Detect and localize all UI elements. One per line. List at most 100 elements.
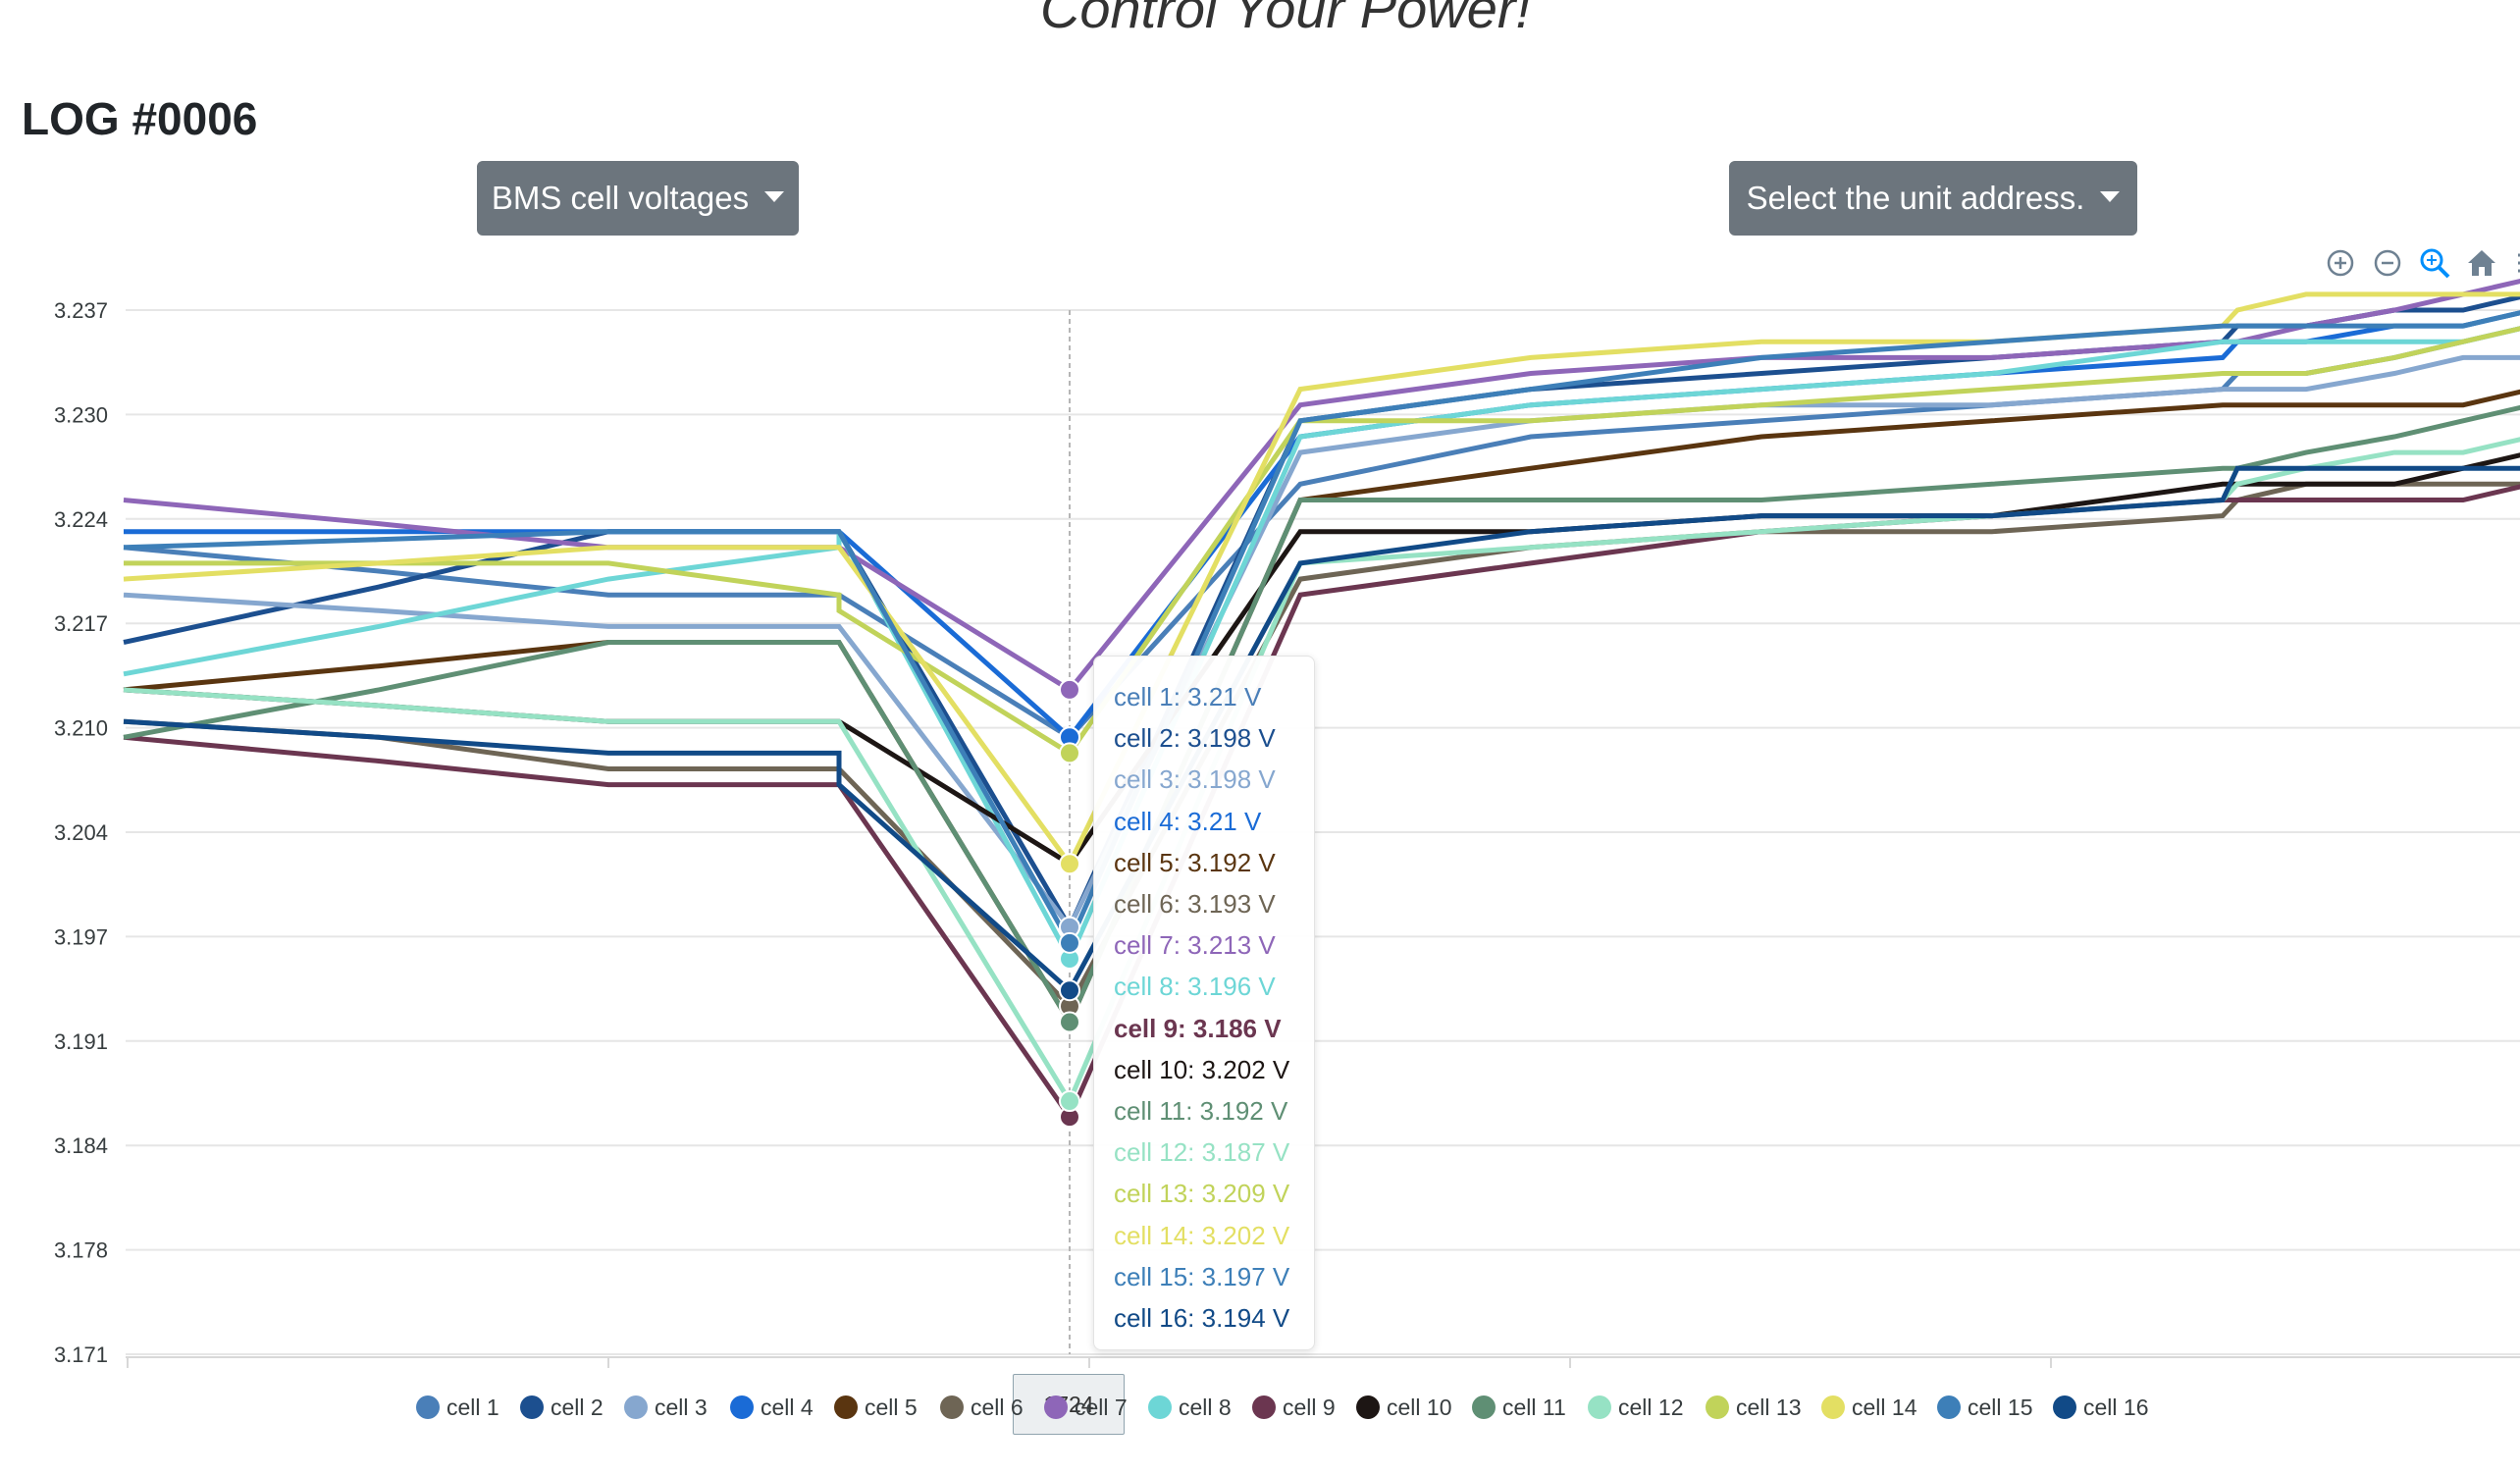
page-title: LOG #0006 — [22, 93, 258, 144]
chart-legend: cell 1 cell 2 cell 3 cell 4 cell 5 cell 6 cell… — [0, 1386, 2520, 1429]
legend-item-cell-13[interactable]: cell 13 — [1706, 1386, 1801, 1429]
chart-type-dropdown-button[interactable]: BMS cell voltages — [477, 161, 799, 236]
legend-item-cell-5[interactable]: cell 5 — [834, 1386, 918, 1429]
tooltip-line-cell-2: cell 2: 3.198 V — [1114, 723, 1276, 754]
unit-address-dropdown-button[interactable]: Select the unit address. — [1729, 161, 2137, 236]
tooltip-line-cell-12: cell 12: 3.187 V — [1114, 1137, 1290, 1168]
legend-item-cell-1[interactable]: cell 1 — [416, 1386, 499, 1429]
zoom-in-icon[interactable] — [2324, 246, 2357, 280]
series-line-cell-10 — [123, 452, 2520, 868]
chevron-down-icon — [2100, 190, 2121, 202]
legend-label: cell 12 — [1618, 1394, 1684, 1420]
tooltip-line-cell-7: cell 7: 3.213 V — [1114, 930, 1276, 961]
legend-marker-icon — [1252, 1395, 1276, 1419]
legend-marker-icon — [1821, 1395, 1845, 1419]
series-line-cell-16 — [123, 465, 2520, 995]
tooltip-line-cell-4: cell 4: 3.21 V — [1114, 806, 1262, 836]
legend-label: cell 1 — [446, 1394, 499, 1420]
magnifier-icon[interactable] — [2418, 246, 2451, 280]
legend-item-cell-7[interactable]: cell 7 — [1044, 1386, 1128, 1429]
legend-marker-icon — [2053, 1395, 2076, 1419]
hover-marker-cell-14 — [1059, 853, 1080, 875]
legend-label: cell 11 — [1502, 1394, 1566, 1420]
legend-marker-icon — [1937, 1395, 1961, 1419]
tooltip-line-cell-14: cell 14: 3.202 V — [1114, 1220, 1290, 1250]
series-line-cell-9 — [123, 484, 2520, 1123]
tooltip-line-cell-9: cell 9: 3.186 V — [1114, 1013, 1282, 1043]
legend-item-cell-8[interactable]: cell 8 — [1148, 1386, 1232, 1429]
legend-item-cell-2[interactable]: cell 2 — [520, 1386, 604, 1429]
series-line-cell-13 — [124, 326, 2520, 757]
legend-marker-icon — [1356, 1395, 1380, 1419]
hover-marker-cell-12 — [1059, 1090, 1080, 1113]
y-tick-label: 3.184 — [54, 1133, 108, 1158]
hover-marker-cell-13 — [1059, 742, 1080, 764]
series-line-cell-7 — [123, 278, 2520, 694]
home-icon[interactable] — [2465, 246, 2498, 280]
series-line-cell-15 — [123, 310, 2520, 949]
tooltip-line-cell-16: cell 16: 3.194 V — [1114, 1303, 1290, 1334]
legend-item-cell-3[interactable]: cell 3 — [624, 1386, 708, 1429]
series-line-cell-12 — [123, 437, 2520, 1107]
y-tick-label: 3.178 — [54, 1238, 108, 1263]
unit-address-dropdown-label: Select the unit address. — [1746, 180, 2085, 216]
legend-marker-icon — [1472, 1395, 1496, 1419]
grid-lines — [126, 309, 2520, 1355]
y-tick-label: 3.230 — [54, 402, 108, 427]
legend-label: cell 10 — [1387, 1394, 1452, 1420]
legend-item-cell-14[interactable]: cell 14 — [1821, 1386, 1916, 1429]
chevron-down-icon — [764, 190, 785, 202]
hover-marker-cell-15 — [1059, 931, 1080, 954]
tooltip-line-cell-11: cell 11: 3.192 V — [1114, 1096, 1288, 1127]
legend-label: cell 4 — [761, 1394, 814, 1420]
y-tick-label: 3.171 — [54, 1342, 108, 1367]
y-tick-label: 3.217 — [54, 611, 108, 636]
zoom-out-icon[interactable] — [2371, 246, 2404, 280]
legend-marker-icon — [940, 1395, 964, 1419]
legend-item-cell-9[interactable]: cell 9 — [1252, 1386, 1336, 1429]
legend-label: cell 15 — [1968, 1394, 2033, 1420]
legend-item-cell-11[interactable]: cell 11 — [1472, 1386, 1566, 1429]
tooltip-line-cell-1: cell 1: 3.21 V — [1114, 682, 1262, 711]
legend-label: cell 3 — [655, 1394, 708, 1420]
series-line-cell-3 — [123, 354, 2520, 932]
chart-type-dropdown-label: BMS cell voltages — [491, 180, 750, 216]
legend-marker-icon — [416, 1395, 440, 1419]
series-line-cell-11 — [123, 404, 2520, 1027]
legend-label: cell 16 — [2083, 1394, 2149, 1420]
y-tick-label: 3.204 — [54, 820, 108, 845]
y-axis-tick-labels: 3.237 3.230 3.224 3.217 3.210 3.204 3.197 3.191… — [54, 298, 108, 1367]
series-lines — [123, 278, 2520, 1123]
legend-marker-icon — [1588, 1395, 1611, 1419]
hover-marker-cell-11 — [1059, 1011, 1080, 1033]
legend-marker-icon — [730, 1395, 754, 1419]
series-line-cell-8 — [123, 326, 2520, 965]
series-line-cell-4 — [124, 310, 2520, 741]
legend-item-cell-4[interactable]: cell 4 — [730, 1386, 814, 1429]
legend-item-cell-12[interactable]: cell 12 — [1588, 1386, 1683, 1429]
legend-label: cell 14 — [1852, 1394, 1917, 1420]
legend-item-cell-6[interactable]: cell 6 — [940, 1386, 1024, 1429]
y-tick-label: 3.191 — [54, 1029, 108, 1054]
legend-marker-icon — [834, 1395, 858, 1419]
legend-item-cell-16[interactable]: cell 16 — [2053, 1386, 2148, 1429]
chart-tooltip: cell 1: 3.21 V cell 2: 3.198 V cell 3: 3.1… — [1093, 656, 1315, 1350]
chart-toolbar — [2324, 243, 2520, 283]
hover-markers — [1059, 678, 1080, 1129]
tooltip-line-cell-13: cell 13: 3.209 V — [1114, 1179, 1290, 1209]
hover-marker-cell-16 — [1059, 979, 1080, 1002]
tooltip-line-cell-8: cell 8: 3.196 V — [1114, 972, 1276, 1002]
legend-item-cell-15[interactable]: cell 15 — [1937, 1386, 2032, 1429]
legend-label: cell 8 — [1179, 1394, 1232, 1420]
legend-item-cell-10[interactable]: cell 10 — [1356, 1386, 1451, 1429]
legend-label: cell 2 — [551, 1394, 604, 1420]
legend-label: cell 9 — [1283, 1394, 1336, 1420]
y-tick-label: 3.237 — [54, 298, 108, 323]
tooltip-line-cell-3: cell 3: 3.198 V — [1114, 764, 1276, 795]
y-tick-label: 3.210 — [54, 716, 108, 741]
legend-label: cell 7 — [1075, 1394, 1128, 1420]
tooltip-line-cell-15: cell 15: 3.197 V — [1114, 1261, 1290, 1291]
series-line-cell-5 — [123, 389, 2520, 1027]
series-line-cell-14 — [123, 291, 2520, 869]
